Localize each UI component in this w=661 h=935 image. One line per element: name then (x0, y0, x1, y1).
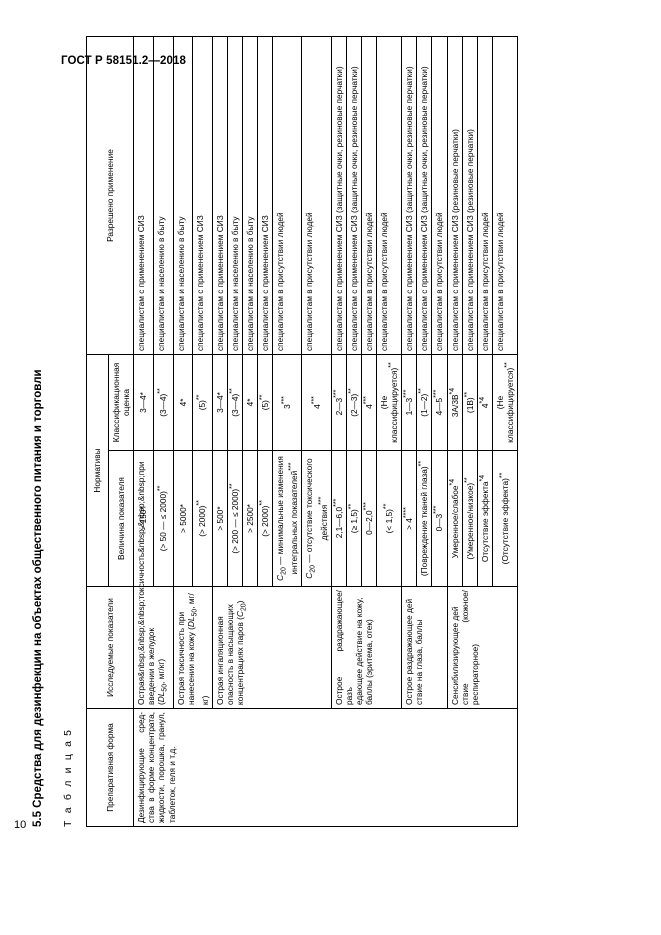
table-row: Острое раздражающее/ разъ­едающее действ… (331, 36, 402, 826)
cell-classification: 2—3*** (331, 354, 347, 451)
cell-permitted-use: специалистам в присутствии людей (477, 36, 493, 355)
cell-classification: 4—5*** (431, 354, 448, 451)
cell-permitted-use: специалистам в присутствии людей (492, 36, 518, 355)
cell-indicator-value: (> 2000)** (192, 450, 213, 587)
cell-permitted-use: специалистам и населению в быту (242, 36, 258, 355)
cell-permitted-use: специалистам с применением СИЗ (резиновы… (447, 36, 463, 355)
cell-indicator-value: > 2500* (242, 450, 258, 587)
page-number: 10 (14, 819, 27, 831)
column-header-permitted-use: Разрешено применение (86, 36, 134, 355)
cell-classification: (Не классифицируется)** (492, 354, 518, 451)
cell-indicator-value: C20 — отсутствие токсиче­ского действия*… (301, 450, 332, 587)
cell-classification: 4*** (361, 354, 377, 451)
cell-permitted-use: специалистам с применением СИЗ (за­щитны… (401, 36, 417, 355)
table-row: Сенсибилизирующее дей­ствие (кожное/респ… (447, 36, 518, 826)
cell-classification: 4* (173, 354, 193, 451)
cell-permitted-use: специалистам с применением СИЗ (133, 36, 154, 355)
cell-prep-form: Дезинфицирующие сред­ства в форме концен… (133, 708, 518, 827)
cell-classification: (5)** (257, 354, 273, 451)
column-header-indicators: Исследуемые показатели (86, 586, 134, 709)
cell-indicator-value: > 500* (212, 450, 228, 587)
cell-permitted-use: специалистам с применением СИЗ (212, 36, 228, 355)
cell-classification: 4* (242, 354, 258, 451)
cell-permitted-use: специалистам с применением СИЗ (257, 36, 273, 355)
cell-classification: (1—2)** (416, 354, 432, 451)
table-row: Дезинфицирующие сред­ства в форме концен… (133, 36, 518, 827)
cell-classification: 3А/3В*4 (447, 354, 463, 451)
cell-permitted-use: специалистам и населению в быту (153, 36, 174, 355)
cell-indicator-value: (Отсутствие эффекта)** (492, 450, 518, 587)
column-header-group-normativy: Нормативы (86, 354, 109, 587)
cell-indicator-value: (< 1,5)** (376, 450, 402, 587)
cell-permitted-use: специалистам с применением СИЗ (192, 36, 213, 355)
cell-indicator-value: Отсутствие эффекта*4 (477, 450, 493, 587)
cell-indicator-value: 0—3*** (431, 450, 448, 587)
cell-indicator-value: (> 2000)** (257, 450, 273, 587)
cell-indicator-value: (> 200 — ≤ 2000)** (227, 450, 243, 587)
column-header-indicator-value: Величина показателя (108, 450, 134, 587)
cell-classification: (2—3)** (346, 354, 362, 451)
column-header-classification: Классификационная оценка (108, 354, 134, 451)
cell-indicator-value: Умеренное/слабое*4 (447, 450, 463, 587)
cell-classification: 1—3*** (401, 354, 417, 451)
cell-classification: (3—4)** (153, 354, 174, 451)
cell-indicator-value: > 4**** (401, 450, 417, 587)
table-row: Острая ингаляционная опасность в насыщающ… (212, 36, 332, 826)
cell-indicator: Острая токсичность при нанесении на кожу … (173, 586, 213, 709)
page-header-standard-number: ГОСТ Р 58151.2—2018 (61, 55, 186, 67)
cell-indicator-value: 0—2,0*** (361, 450, 377, 587)
cell-classification: (Не классифицируется)** (376, 354, 402, 451)
cell-indicator: Острая&nbsp;&nbsp;&nbsp;токсичность&nbsp… (133, 462, 174, 709)
cell-permitted-use: специалистам в присутствии людей (301, 36, 332, 355)
table-caption-number: 5 (62, 730, 74, 736)
requirements-table: Препаративная форма Исследуемые показате… (86, 36, 518, 827)
cell-indicator-value: C20 — минимальные из­менения интегральны… (272, 450, 302, 587)
cell-indicator: Острое раздражающее/ разъ­едающее действ… (331, 586, 402, 709)
cell-indicator-value: (> 50 — ≤ 2000)** (153, 450, 174, 587)
cell-indicator-value: 2,1—6,0*** (331, 450, 347, 587)
cell-indicator-value: (≥ 1,5)** (346, 450, 362, 587)
table-row: Острое раздражающее дей­ствие на глаза, … (401, 36, 448, 826)
cell-permitted-use: специалистам в присутствии людей (376, 36, 402, 355)
table-body: Дезинфицирующие сред­ства в форме концен… (133, 36, 518, 827)
cell-permitted-use: специалистам и населению в быту (173, 36, 193, 355)
cell-permitted-use: специалистам с применением СИЗ (за­щитны… (346, 36, 362, 355)
cell-permitted-use: специалистам с применением СИЗ (резиновы… (462, 36, 478, 355)
cell-permitted-use: специалистам с применением СИЗ (за­щитны… (331, 36, 347, 355)
table-row: Острая токсичность при нанесении на кожу … (173, 36, 213, 826)
section-title: 5.5 Средства для дезинфекции на объектах… (32, 369, 44, 827)
table-caption-label: Т а б л и ц а (62, 738, 74, 827)
cell-classification: 4*** (301, 354, 332, 451)
cell-classification: (3—4)** (227, 354, 243, 451)
cell-permitted-use: специалистам и населению в быту (227, 36, 243, 355)
cell-indicator-value: > 5000* (173, 450, 193, 587)
cell-indicator: Острое раздражающее дей­ствие на глаза, … (401, 586, 448, 709)
cell-indicator-value: (Умеренное/низкое)** (462, 450, 478, 587)
cell-indicator-value: (Повреждение тканей глаза)** (416, 450, 432, 587)
cell-classification: (5)** (192, 354, 213, 451)
cell-indicator: Острая ингаляционная опасность в насыщающ… (212, 586, 332, 709)
table-header-row-group: Препаративная форма Исследуемые показате… (86, 36, 134, 827)
cell-classification: (1В)** (462, 354, 478, 451)
cell-permitted-use: специалистам в присутствии людей (431, 36, 448, 355)
cell-permitted-use: специалистам в присутствии людей (272, 36, 302, 355)
cell-classification: 3*** (272, 354, 302, 451)
cell-classification: 4*4 (477, 354, 493, 451)
cell-classification: 3—4* (212, 354, 228, 451)
column-header-prep-form: Препаративная форма (86, 708, 134, 827)
cell-indicator: Сенсибилизирующее дей­ствие (кожное/респ… (447, 586, 518, 709)
cell-permitted-use: специалистам с применением СИЗ (за­щитны… (416, 36, 432, 355)
table-caption: Т а б л и ц а 5 (62, 730, 74, 827)
cell-permitted-use: специалистам в присутствии людей (361, 36, 377, 355)
cell-classification: 3—4* (133, 354, 154, 451)
